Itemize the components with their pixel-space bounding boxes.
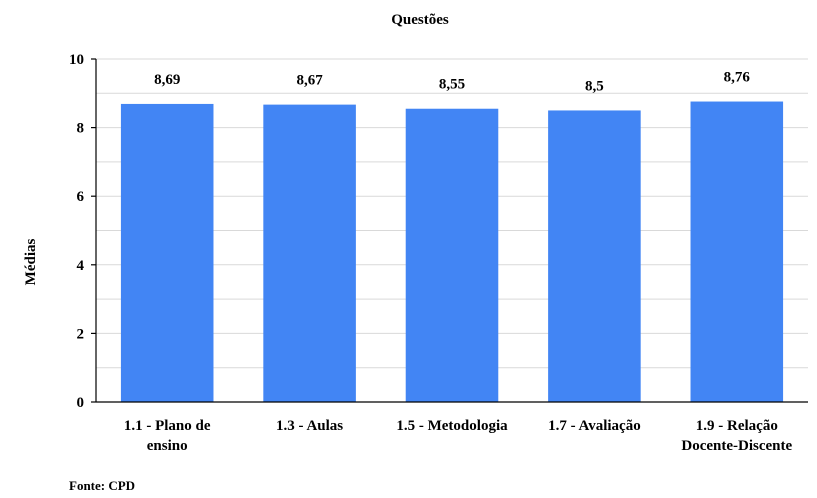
category-label: 1.3 - Aulas bbox=[276, 418, 343, 434]
category-label: 1.9 - Relação bbox=[696, 418, 778, 434]
y-tick-label: 8 bbox=[77, 121, 85, 137]
axes bbox=[91, 58, 808, 403]
data-label: 8,76 bbox=[724, 70, 751, 86]
data-label: 8,55 bbox=[439, 77, 465, 93]
y-tick-label: 2 bbox=[77, 326, 85, 342]
data-label: 8,5 bbox=[585, 78, 604, 94]
category-label: Docente-Discente bbox=[681, 438, 792, 454]
category-label: 1.5 - Metodologia bbox=[396, 418, 508, 434]
bar bbox=[120, 103, 214, 403]
y-tick-label: 0 bbox=[77, 395, 85, 411]
bar bbox=[548, 110, 641, 402]
chart-title: Questões bbox=[391, 12, 449, 28]
source-note: Fonte: CPD bbox=[69, 478, 136, 493]
y-tick-label: 10 bbox=[69, 52, 84, 68]
data-labels: 8,69 8,67 8,55 8,5 8,76 bbox=[154, 70, 750, 95]
category-label: 1.7 - Avaliação bbox=[548, 418, 641, 434]
category-label: 1.1 - Plano de bbox=[124, 418, 211, 434]
category-labels: 1.1 - Plano de ensino 1.3 - Aulas 1.5 - Met… bbox=[124, 418, 793, 454]
data-label: 8,69 bbox=[154, 72, 180, 88]
bar bbox=[405, 108, 499, 403]
bars bbox=[120, 101, 784, 403]
y-tick-label: 6 bbox=[77, 189, 85, 205]
y-tick-label: 4 bbox=[77, 258, 85, 274]
y-axis-label: Médias bbox=[23, 239, 39, 286]
bar bbox=[690, 101, 784, 403]
bar bbox=[263, 104, 356, 402]
category-label: ensino bbox=[147, 438, 188, 454]
data-label: 8,67 bbox=[296, 73, 323, 89]
y-tick-labels: 0 2 4 6 8 10 bbox=[69, 52, 85, 411]
